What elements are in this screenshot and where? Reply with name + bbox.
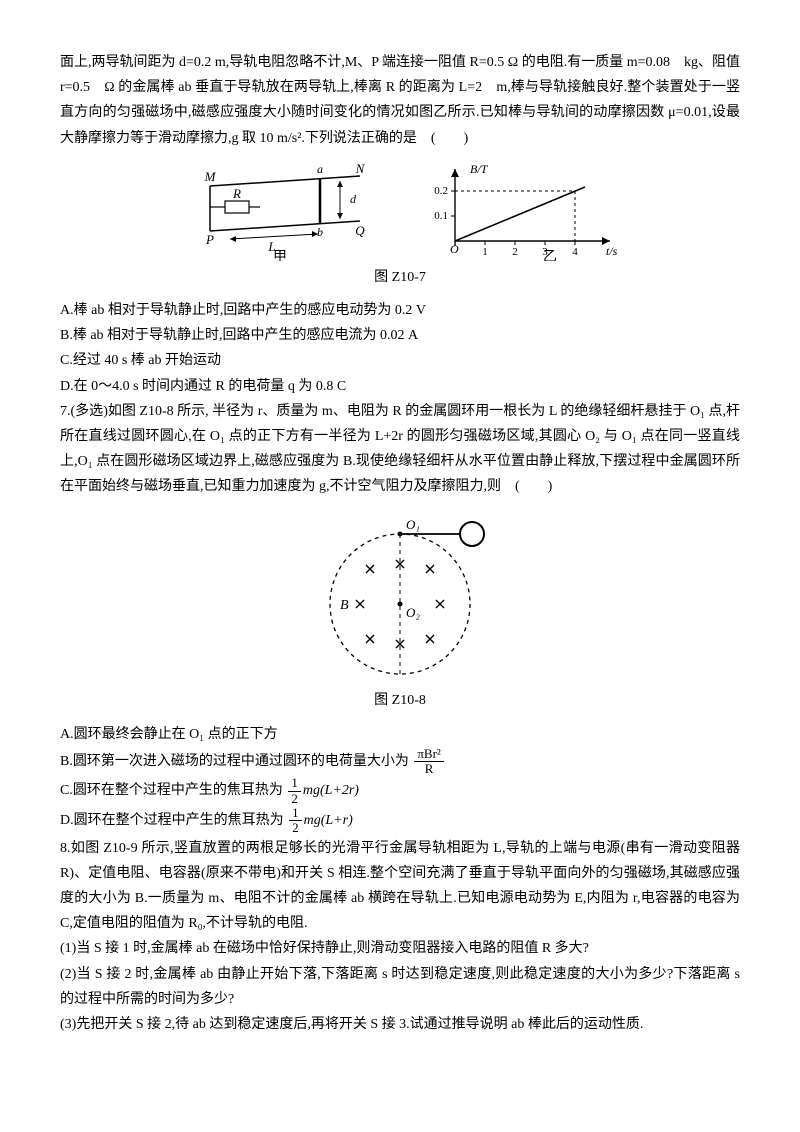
svg-text:P: P [205, 232, 214, 247]
svg-text:O₂: O₂ [406, 605, 420, 620]
p8-q2: (2)当 S 接 2 时,金属棒 ab 由静止开始下落,下落距离 s 时达到稳定… [60, 962, 740, 1012]
p6-figures: M N P Q R a b d L 甲 [60, 161, 740, 261]
svg-text:甲: 甲 [273, 250, 287, 261]
p7-optD: D.圆环在整个过程中产生的焦耳热为 1 2 mg(L+r) [60, 806, 740, 836]
p7-optD-prefix: D.圆环在整个过程中产生的焦耳热为 [60, 813, 284, 828]
svg-text:B/T: B/T [470, 162, 489, 176]
p6-diagram-jia: M N P Q R a b d L 甲 [180, 161, 380, 261]
p6-graph-yi: B/T 0.1 0.2 O 1 2 3 4 t/s 乙 [420, 161, 620, 261]
svg-text:B: B [340, 598, 349, 613]
p7-figure: O₁ O₂ B [60, 509, 740, 684]
svg-text:N: N [355, 161, 366, 176]
p7-optB-frac: πBr² R [414, 747, 443, 777]
p7-optC-suffix: mg(L+2r) [303, 783, 359, 798]
p7-optD-frac: 1 2 [289, 806, 302, 836]
svg-text:0.1: 0.1 [434, 210, 448, 222]
svg-text:0.2: 0.2 [434, 185, 448, 197]
p6-fig-caption: 图 Z10-7 [60, 265, 740, 290]
svg-text:M: M [204, 169, 217, 184]
p6-optA: A.棒 ab 相对于导轨静止时,回路中产生的感应电动势为 0.2 V [60, 298, 740, 323]
p6-intro: 面上,两导轨间距为 d=0.2 m,导轨电阻忽略不计,M、P 端连接一阻值 R=… [60, 50, 740, 151]
svg-text:4: 4 [572, 246, 578, 258]
svg-text:1: 1 [482, 246, 488, 258]
p7-optB-prefix: B.圆环第一次进入磁场的过程中通过圆环的电荷量大小为 [60, 754, 409, 769]
frac-num: 1 [288, 776, 301, 791]
svg-text:Q: Q [355, 223, 365, 238]
svg-text:乙: 乙 [543, 249, 557, 261]
p6-optB: B.棒 ab 相对于导轨静止时,回路中产生的感应电流为 0.02 A [60, 323, 740, 348]
p7-optC: C.圆环在整个过程中产生的焦耳热为 1 2 mg(L+2r) [60, 776, 740, 806]
frac-den: 2 [289, 821, 302, 835]
frac-num: πBr² [414, 747, 443, 762]
p7-fig-caption: 图 Z10-8 [60, 688, 740, 713]
svg-text:2: 2 [512, 246, 518, 258]
p8-q3: (3)先把开关 S 接 2,待 ab 达到稳定速度后,再将开关 S 接 3.试通… [60, 1012, 740, 1037]
frac-num: 1 [289, 806, 302, 821]
p8-stem: 8.如图 Z10-9 所示,竖直放置的两根足够长的光滑平行金属导轨相距为 L,导… [60, 836, 740, 937]
p7-optD-suffix: mg(L+r) [304, 813, 353, 828]
frac-den: R [414, 762, 443, 776]
p6-optD: D.在 0～4.0 s 时间内通过 R 的电荷量 q 为 0.8 C [60, 374, 740, 399]
p8-q1: (1)当 S 接 1 时,金属棒 ab 在磁场中恰好保持静止,则滑动变阻器接入电… [60, 936, 740, 961]
svg-text:t/s: t/s [606, 244, 618, 258]
svg-text:O₁: O₁ [406, 517, 420, 532]
p7-optA: A.圆环最终会静止在 O₁ 点的正下方 [60, 722, 740, 747]
svg-text:a: a [317, 162, 323, 176]
p7-optB: B.圆环第一次进入磁场的过程中通过圆环的电荷量大小为 πBr² R [60, 747, 740, 777]
p7-stem: 7.(多选)如图 Z10-8 所示, 半径为 r、质量为 m、电阻为 R 的金属… [60, 399, 740, 500]
svg-text:d: d [350, 192, 357, 206]
svg-text:b: b [317, 225, 323, 239]
p7-optC-frac: 1 2 [288, 776, 301, 806]
p7-optC-prefix: C.圆环在整个过程中产生的焦耳热为 [60, 783, 283, 798]
frac-den: 2 [288, 792, 301, 806]
p6-optC: C.经过 40 s 棒 ab 开始运动 [60, 348, 740, 373]
svg-text:R: R [232, 186, 241, 201]
svg-text:O: O [450, 242, 459, 256]
